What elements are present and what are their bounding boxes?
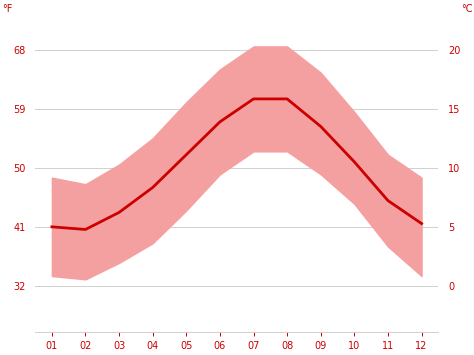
Text: °C: °C bbox=[461, 4, 473, 14]
Text: °F: °F bbox=[1, 4, 12, 14]
